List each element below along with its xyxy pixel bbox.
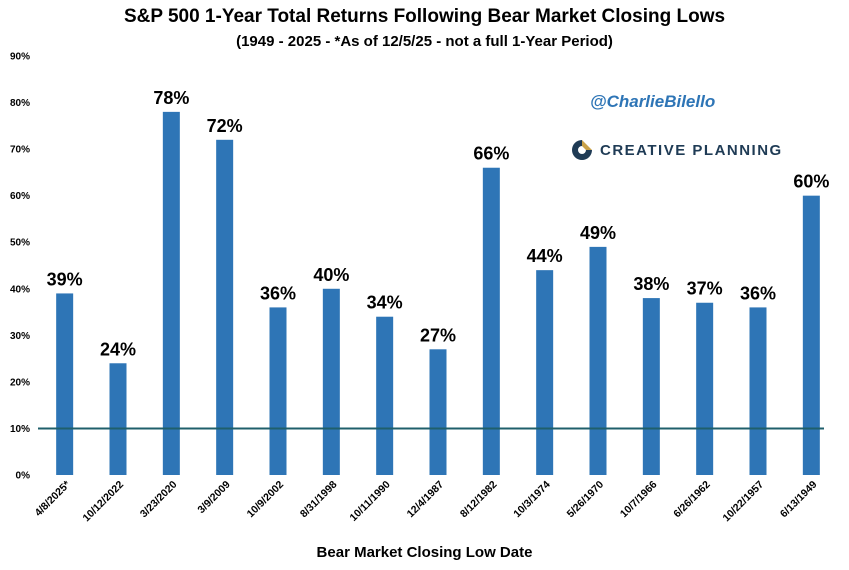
x-tick-label: 5/26/1970 [565, 479, 607, 521]
data-label: 44% [527, 246, 563, 266]
bar [56, 293, 74, 475]
x-tick-label: 10/9/2002 [245, 479, 287, 521]
bar [589, 246, 607, 475]
y-tick-label: 10% [10, 424, 30, 435]
y-axis-ticks: 0% 10% 20% 30% 40% 50% 60% 70% 80% 90% [10, 52, 30, 482]
bar [696, 302, 714, 475]
data-label: 49% [580, 223, 616, 243]
x-tick-label: 8/12/1982 [458, 479, 500, 521]
bar [642, 298, 660, 475]
bar [429, 349, 447, 475]
data-label: 38% [633, 274, 669, 294]
y-tick-label: 80% [10, 98, 30, 109]
x-tick-label: 10/3/1974 [511, 479, 553, 521]
x-tick-label: 10/12/2022 [80, 479, 126, 525]
author-handle: @CharlieBilello [590, 92, 716, 111]
data-label: 72% [207, 116, 243, 136]
bar [322, 288, 340, 475]
y-tick-label: 90% [10, 52, 30, 63]
bar [802, 195, 820, 475]
data-label: 24% [100, 339, 136, 359]
bar [376, 316, 394, 475]
x-tick-label: 3/9/2009 [195, 479, 232, 516]
creative-planning-logo: CREATIVE PLANNING [570, 138, 783, 162]
y-tick-label: 0% [16, 471, 31, 482]
x-tick-label: 6/26/1962 [671, 479, 713, 521]
x-tick-label: 10/11/1990 [348, 479, 393, 524]
data-label: 34% [367, 293, 403, 313]
bar [749, 307, 767, 475]
y-tick-label: 70% [10, 145, 30, 156]
bar [482, 167, 500, 475]
bar [162, 111, 180, 475]
data-labels: 39% 24% 78% 72% 36% 40% 34% 27% 66% 44% 49% 38% 37% 3… [47, 88, 830, 359]
bar [536, 270, 554, 475]
bar [109, 363, 127, 475]
data-label: 36% [740, 283, 776, 303]
chart-subtitle: (1949 - 2025 - *As of 12/5/25 - not a fu… [236, 33, 613, 50]
creative-planning-logo-icon [572, 140, 592, 160]
data-label: 39% [47, 269, 83, 289]
data-label: 27% [420, 325, 456, 345]
chart-title: S&P 500 1-Year Total Returns Following B… [123, 6, 726, 27]
data-label: 66% [473, 144, 509, 164]
data-label: 60% [793, 172, 829, 192]
y-tick-label: 50% [10, 238, 30, 249]
bar [216, 139, 234, 476]
x-axis-title: Bear Market Closing Low Date [316, 544, 533, 561]
data-label: 36% [260, 283, 296, 303]
data-label: 40% [313, 265, 349, 285]
y-tick-label: 20% [10, 377, 30, 388]
data-label: 78% [153, 88, 189, 108]
x-tick-label: 4/8/2025* [33, 478, 74, 519]
x-axis-category-labels: 4/8/2025* 10/12/2022 3/23/2020 3/9/2009 10/9… [33, 478, 820, 524]
x-tick-label: 8/31/1998 [298, 479, 340, 521]
y-tick-label: 30% [10, 331, 30, 342]
data-label: 37% [687, 279, 723, 299]
bar [269, 307, 287, 475]
x-tick-label: 10/22/1957 [720, 479, 766, 525]
logo-text: CREATIVE PLANNING [600, 141, 783, 159]
bars [56, 111, 820, 476]
y-tick-label: 60% [10, 191, 30, 202]
x-tick-label: 6/13/1949 [778, 479, 820, 521]
x-tick-label: 3/23/2020 [138, 479, 180, 521]
x-tick-label: 12/4/1987 [405, 479, 447, 521]
y-tick-label: 40% [10, 284, 30, 295]
x-tick-label: 10/7/1966 [618, 479, 660, 521]
